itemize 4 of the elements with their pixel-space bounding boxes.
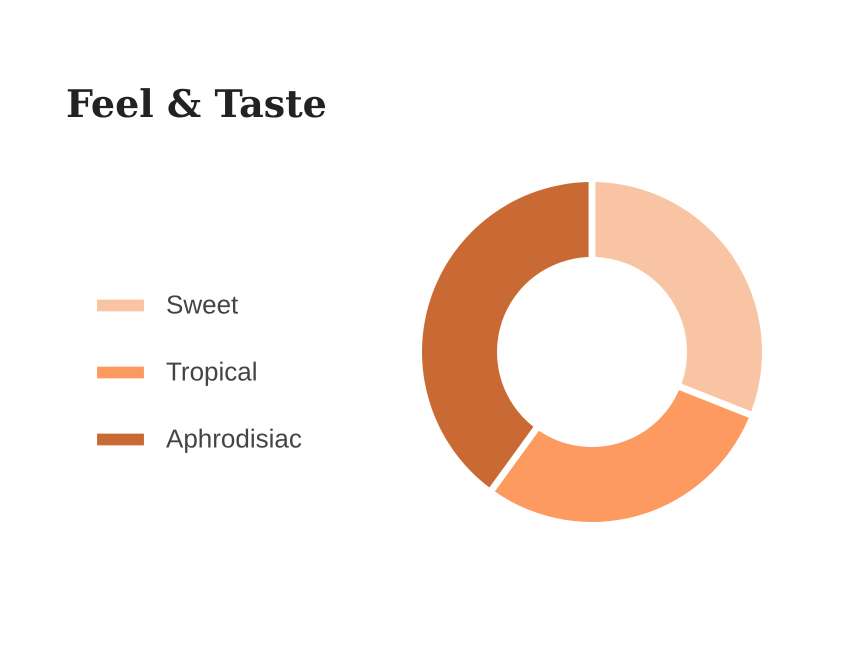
- legend-label: Sweet: [166, 290, 240, 320]
- legend-label: Tropical: [166, 356, 258, 386]
- legend-label: Aphrodisiac: [166, 424, 302, 454]
- chart-title: Feel & Taste: [66, 81, 327, 126]
